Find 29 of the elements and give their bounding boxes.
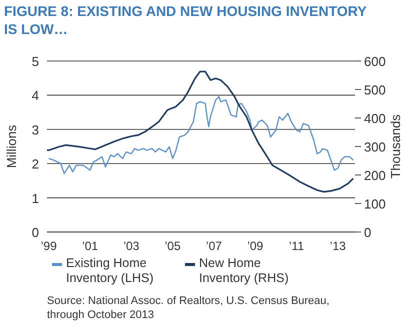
line-series [46,70,354,193]
y-tick-label: 4 [32,88,39,104]
line-series [48,96,354,174]
y2-tick-label: 300 [364,140,386,154]
y-tick-label: 2 [32,156,39,172]
y2-tick-label: 100 [364,196,386,212]
y2-axis-title: Thousands [388,114,403,179]
x-tick-label: ’01 [82,239,98,253]
x-tick-label: ’07 [206,239,222,253]
y-tick-label: 3 [32,122,39,138]
y2-tick-label: 600 [364,54,386,69]
legend-label: Existing Home Inventory (LHS) [66,256,154,285]
legend-label: New Home Inventory (RHS) [199,256,289,285]
source-note: Source: National Assoc. of Realtors, U.S. Census Bureau, through October 2013 [47,295,330,321]
y-tick-label: 0 [32,225,39,240]
x-tick-label: ’03 [123,239,140,253]
x-tick-label: ’09 [247,239,264,253]
y2-tick-label: 400 [364,111,386,126]
x-tick-label: ’13 [330,239,346,253]
y2-tick-label: 0 [364,225,372,240]
y-tick-label: 1 [32,190,39,206]
x-tick-label: ’05 [164,239,181,253]
x-tick-label: ’11 [288,239,304,253]
y2-tick-label: 200 [364,168,386,183]
x-tick-label: ’99 [40,239,58,253]
y-axis-title: Millions [4,124,19,168]
y2-tick-label: 500 [364,82,386,98]
y-tick-label: 5 [32,54,39,69]
chart-title: FIGURE 8: EXISTING AND NEW HOUSING INVENTORY IS LOW… [4,3,368,37]
